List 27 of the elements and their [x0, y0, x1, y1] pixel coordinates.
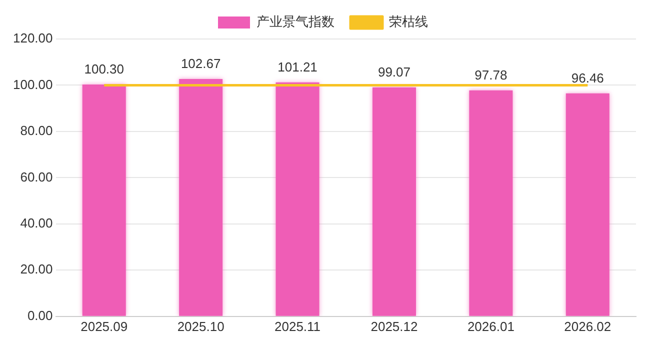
- data-label: 97.78: [474, 67, 508, 82]
- x-tick-label: 2025.09: [80, 318, 128, 334]
- x-tick-label: 2026.02: [564, 318, 612, 334]
- x-tick-label: 2025.12: [370, 318, 418, 334]
- x-tick-label: 2025.11: [274, 318, 321, 334]
- legend-label: 荣枯线: [389, 14, 428, 30]
- bar: [82, 84, 126, 316]
- legend-label: 产业景气指数: [256, 14, 334, 30]
- y-tick-label: 100.00: [12, 76, 53, 92]
- data-label: 100.30: [84, 62, 124, 77]
- y-tick-label: 80.00: [20, 123, 53, 138]
- y-tick-label: 0.00: [27, 308, 53, 323]
- data-label: 102.67: [180, 56, 221, 72]
- data-label: 99.07: [378, 64, 411, 80]
- bar: [372, 87, 416, 316]
- bar: [566, 93, 610, 316]
- bar: [179, 79, 223, 316]
- data-label: 96.46: [571, 70, 604, 86]
- bar: [469, 90, 513, 316]
- y-tick-label: 120.00: [12, 30, 53, 46]
- data-label: 101.21: [278, 60, 318, 75]
- x-tick-label: 2025.10: [177, 318, 224, 334]
- x-tick-label: 2026.01: [467, 318, 514, 334]
- y-tick-label: 20.00: [20, 262, 53, 277]
- y-tick-label: 40.00: [20, 216, 53, 231]
- y-tick-label: 60.00: [20, 169, 53, 184]
- bar: [276, 82, 320, 316]
